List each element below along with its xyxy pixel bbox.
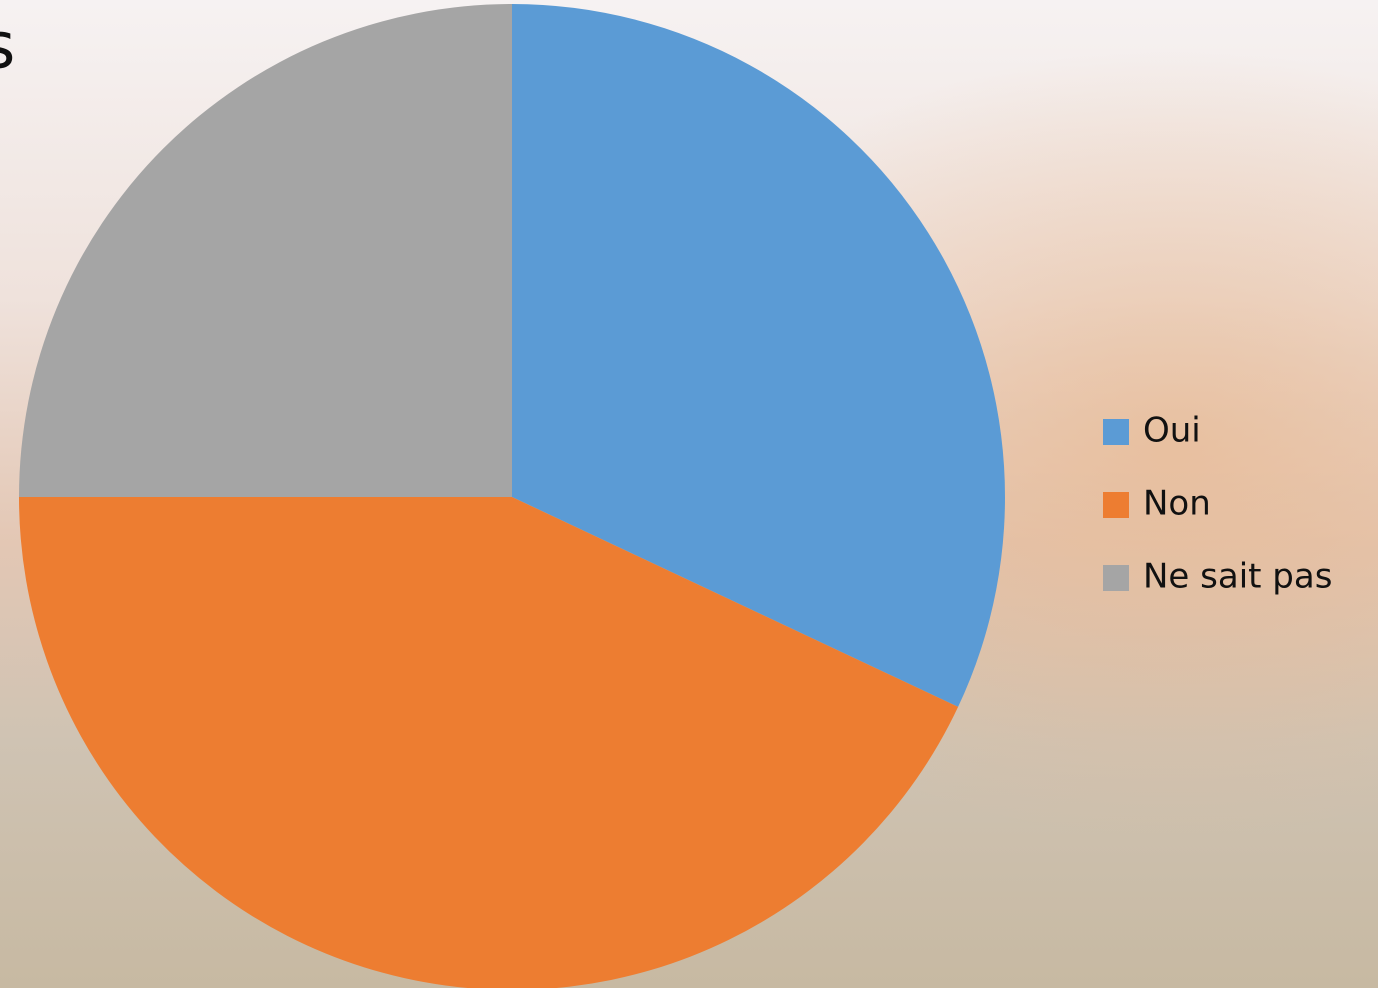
legend-swatch (1103, 419, 1129, 445)
pie-slice (19, 4, 512, 497)
chart-title: s (0, 10, 15, 84)
legend-label: Non (1143, 484, 1211, 524)
legend-label: Ne sait pas (1143, 557, 1332, 597)
pie (19, 4, 1005, 988)
legend-label: Oui (1143, 411, 1201, 451)
legend-swatch (1103, 565, 1129, 591)
legend: Oui Non Ne sait pas (1103, 411, 1332, 597)
pie-slice (512, 4, 1005, 707)
pie-slice (19, 497, 959, 988)
legend-swatch (1103, 492, 1129, 518)
